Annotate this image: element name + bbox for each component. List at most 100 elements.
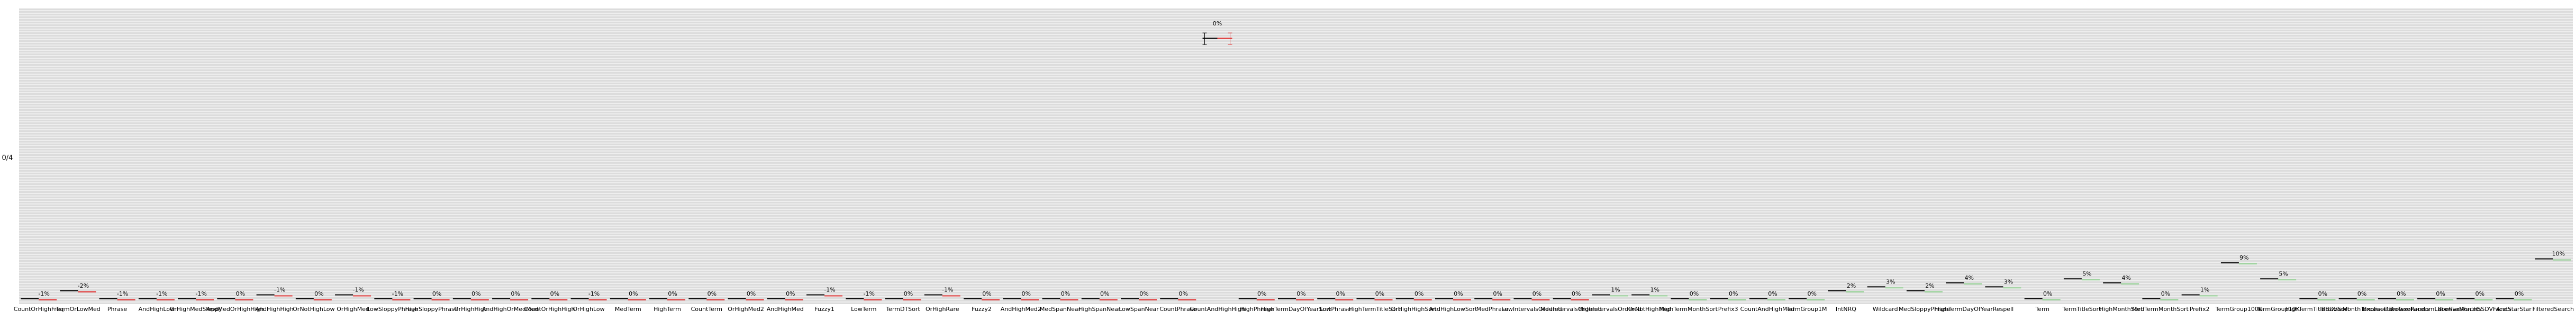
x-tick-label: Term [2035, 306, 2049, 313]
x-tick-label: HighTermDayOfYear [1935, 306, 1993, 313]
data-label: 0% [432, 290, 441, 297]
x-tick-label: Prefix2 [2190, 306, 2210, 313]
x-tick-label: CountAndHighMed [1740, 306, 1795, 313]
x-tick-label: HighSloppyPhrase [405, 306, 458, 313]
x-tick-label: OrNotHighLow [293, 306, 334, 313]
x-tick-label: TermGroup1M [1786, 306, 1827, 313]
data-label: 0% [1100, 290, 1109, 297]
x-tick-label: LowIntervalsOrdered [1501, 306, 1562, 313]
data-label: 0% [1454, 290, 1463, 297]
data-label: 0% [747, 290, 756, 297]
x-tick-label: CountAndHighHigh [1190, 306, 1245, 313]
data-label: 0% [314, 290, 323, 297]
x-tick-label: TermGroup100K [2215, 306, 2263, 313]
data-label: -1% [38, 290, 49, 297]
x-tick-label: CountOrHighHigh [524, 306, 575, 313]
data-label: 0% [2515, 290, 2524, 297]
data-label: -1% [117, 290, 128, 297]
x-tick-label: CountPhrase [1159, 306, 1196, 313]
data-label: 0% [1690, 290, 1699, 297]
data-label: 0% [2161, 290, 2170, 297]
x-tick-label: OrHighHigh [454, 306, 488, 313]
x-tick-label: Respell [1993, 306, 2014, 313]
data-label: -1% [392, 290, 403, 297]
data-label: 0% [2318, 290, 2327, 297]
x-tick-label: HighTermDayOfYearSort [1261, 306, 1331, 313]
x-tick-label: MedPhrase [1476, 306, 1509, 313]
x-tick-label: BrowseMonthTaxoFacets [2321, 306, 2392, 313]
x-tick-label: CountTerm [691, 306, 722, 313]
data-label: -1% [942, 286, 953, 293]
x-tick-label: AndHighMed [767, 306, 804, 313]
x-tick-label: TermTitleSort [2062, 306, 2101, 313]
data-label: 4% [1964, 274, 1973, 281]
x-tick-label: MedSpanNear [1040, 306, 1081, 313]
x-tick-label: LowPhrase [1320, 306, 1351, 313]
x-tick-label: AndStarStar [2496, 306, 2532, 313]
x-tick-label: MedTermMonthSort [2132, 306, 2189, 313]
x-tick-label: TermDTSort [885, 306, 920, 313]
x-tick-label: LowSpanNear [1119, 306, 1159, 313]
data-label: 0% [1296, 290, 1305, 297]
data-label: 0% [2397, 290, 2406, 297]
data-label: 10% [2552, 251, 2565, 257]
data-label: 0% [982, 290, 991, 297]
data-label: 0% [1572, 290, 1581, 297]
chart-marks: -1% -2% -1% -1% -1% 0% -1% 0% -1% -1% 0% 0% 0% 0% -1% 0… [21, 20, 2571, 300]
data-label: -1% [824, 286, 835, 293]
data-label: 0% [1213, 20, 1222, 27]
data-label: 0% [236, 290, 245, 297]
data-label: 0% [1336, 290, 1345, 297]
x-tick-label: HighTermTitleSort [1348, 306, 1401, 313]
data-label: 1% [1611, 286, 1620, 293]
x-tick-label: HighTermTitleBDVSort [2285, 306, 2350, 313]
data-label: 1% [2200, 286, 2209, 293]
data-label: 0% [1179, 290, 1188, 297]
x-tick-label: Fuzzy1 [814, 306, 835, 313]
data-label: 0% [1493, 290, 1502, 297]
x-tick-label: TermGroup10K [2256, 306, 2300, 313]
x-tick-label: AndHighMed2 [1001, 306, 1041, 313]
data-label: 2% [1925, 282, 1934, 289]
x-tick-label: TermOrLowMed [55, 306, 101, 313]
x-tick-label: AndHighHigh [256, 306, 294, 313]
data-label: 0% [1375, 290, 1384, 297]
data-label: 2% [1847, 282, 1856, 289]
x-tick-label: AndHighLowSort [1429, 306, 1477, 313]
x-tick-label: HighIntervalsOrdered [1579, 306, 1641, 313]
data-label: 0% [2043, 290, 2052, 297]
x-tick-label: HighSpanNear [1078, 306, 1121, 313]
data-label: 0% [668, 290, 677, 297]
x-tick-label: HighTermMonthSort [1660, 306, 1718, 313]
data-label: 0% [1414, 290, 1423, 297]
y-axis-label: 0/4 [2, 154, 13, 162]
x-tick-label: AndHighOrMedMed [482, 306, 538, 313]
data-label: 3% [2004, 278, 2013, 285]
x-tick-label: LowSloppyPhrase [367, 306, 418, 313]
data-label: 0% [1807, 290, 1816, 297]
data-label: 5% [2279, 270, 2288, 277]
x-tick-label: MedTerm [615, 306, 641, 313]
data-label: -2% [78, 282, 89, 289]
x-tick-label: OrHighHighSort [1391, 306, 1437, 313]
data-label: 3% [1886, 278, 1895, 285]
x-tick-label: LowTerm [851, 306, 876, 313]
data-label: 0% [1139, 290, 1148, 297]
x-tick-label: Fuzzy2 [972, 306, 992, 313]
grid-lines [19, 10, 2573, 303]
x-tick-label: HighTerm [654, 306, 681, 313]
x-tick-label: BrowseRandomLabelTaxoFacets [2389, 306, 2482, 313]
data-label: -1% [588, 290, 600, 297]
data-label: 0% [471, 290, 480, 297]
data-label: 0% [2357, 290, 2366, 297]
x-tick-label: BrowseDateTaxoFacets [2363, 306, 2429, 313]
x-tick-label: OrHighMed2 [728, 306, 764, 313]
data-label: 0% [1729, 290, 1738, 297]
x-tick-label: OrHighMedSloppy [170, 306, 222, 313]
x-tick-label: OrHighRare [926, 306, 959, 313]
x-tick-label: Phrase [107, 306, 128, 313]
data-label: -1% [352, 286, 364, 293]
